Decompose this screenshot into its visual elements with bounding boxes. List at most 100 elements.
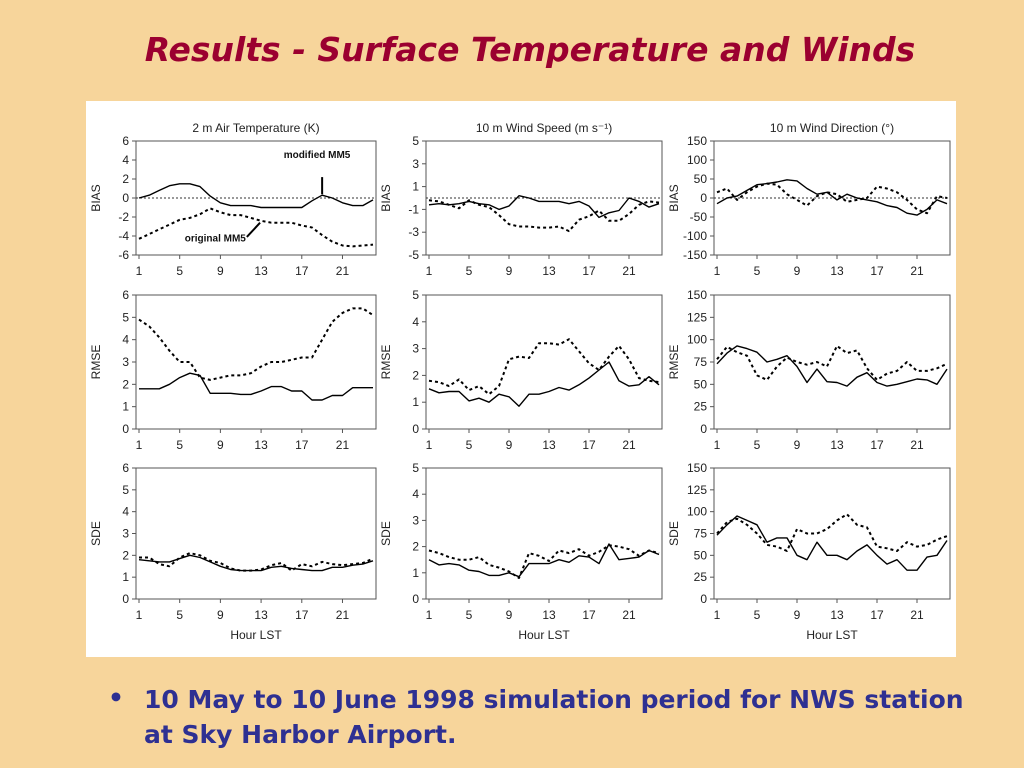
y-tick-label: 5 <box>412 134 419 148</box>
x-tick-label: 9 <box>217 438 224 452</box>
y-tick-label: 1 <box>122 570 129 584</box>
x-tick-label: 5 <box>466 264 473 278</box>
x-tick-label: 1 <box>426 438 433 452</box>
y-tick-label: 3 <box>412 513 419 527</box>
y-tick-label: 1 <box>412 180 419 194</box>
x-tick-label: 1 <box>714 608 721 622</box>
x-tick-label: 1 <box>136 608 143 622</box>
y-tick-label: 150 <box>687 134 707 148</box>
x-axis-label: Hour LST <box>230 628 282 642</box>
y-tick-label: 1 <box>412 566 419 580</box>
x-tick-label: 17 <box>582 608 596 622</box>
y-tick-label: 50 <box>694 548 708 562</box>
chart-title: 2 m Air Temperature (K) <box>192 121 319 135</box>
y-tick-label: 1 <box>122 400 129 414</box>
y-tick-label: 2 <box>122 548 129 562</box>
y-tick-label: 0 <box>700 592 707 606</box>
y-tick-label: 2 <box>122 377 129 391</box>
x-tick-label: 17 <box>870 264 884 278</box>
x-tick-label: 17 <box>870 438 884 452</box>
y-tick-label: 2 <box>412 368 419 382</box>
y-tick-label: -50 <box>690 210 708 224</box>
x-tick-label: 9 <box>794 438 801 452</box>
y-tick-label: 2 <box>122 172 129 186</box>
x-tick-label: 21 <box>336 608 350 622</box>
y-tick-label: -6 <box>118 248 129 262</box>
x-tick-label: 1 <box>426 608 433 622</box>
x-tick-label: 9 <box>794 264 801 278</box>
x-tick-label: 5 <box>754 608 761 622</box>
y-tick-label: -2 <box>118 210 129 224</box>
y-axis-label: SDE <box>89 521 103 546</box>
x-axis-label: Hour LST <box>806 628 858 642</box>
x-tick-label: 1 <box>136 264 143 278</box>
y-axis-label: RMSE <box>89 345 103 380</box>
y-tick-label: 6 <box>122 461 129 475</box>
x-axis-label: Hour LST <box>518 628 570 642</box>
x-tick-label: 21 <box>622 264 636 278</box>
x-tick-label: 17 <box>295 438 309 452</box>
x-tick-label: 1 <box>714 264 721 278</box>
y-tick-label: 25 <box>694 400 708 414</box>
y-tick-label: 150 <box>687 461 707 475</box>
x-tick-label: 9 <box>217 264 224 278</box>
y-tick-label: 125 <box>687 483 707 497</box>
y-tick-label: 6 <box>122 134 129 148</box>
x-tick-label: 17 <box>295 264 309 278</box>
series-line-original <box>139 552 374 572</box>
y-tick-label: -3 <box>408 225 419 239</box>
y-tick-label: 4 <box>122 505 129 519</box>
x-tick-label: 21 <box>910 608 924 622</box>
series-line-original <box>138 207 374 248</box>
y-axis-label: BIAS <box>89 184 103 211</box>
x-tick-label: 21 <box>622 438 636 452</box>
y-tick-label: 150 <box>687 288 707 302</box>
y-tick-label: 0 <box>122 592 129 606</box>
y-tick-label: -5 <box>408 248 419 262</box>
y-tick-label: 125 <box>687 310 707 324</box>
x-tick-label: 5 <box>754 438 761 452</box>
y-tick-label: -100 <box>683 229 707 243</box>
x-tick-label: 1 <box>136 438 143 452</box>
x-tick-label: 9 <box>794 608 801 622</box>
x-tick-label: 13 <box>830 608 844 622</box>
y-tick-label: 5 <box>412 461 419 475</box>
y-tick-label: 0 <box>122 422 129 436</box>
x-tick-label: 13 <box>830 438 844 452</box>
x-tick-label: 1 <box>714 438 721 452</box>
x-tick-label: 17 <box>870 608 884 622</box>
series-line-modified <box>138 183 374 209</box>
y-tick-label: 4 <box>412 487 419 501</box>
y-tick-label: -4 <box>118 229 129 243</box>
y-tick-label: 5 <box>122 483 129 497</box>
x-tick-label: 5 <box>176 438 183 452</box>
x-tick-label: 13 <box>542 438 556 452</box>
series-line-modified <box>139 372 373 401</box>
y-tick-label: 75 <box>694 527 708 541</box>
y-axis-label: RMSE <box>379 345 393 380</box>
series-line-original <box>716 182 948 215</box>
x-tick-label: 13 <box>830 264 844 278</box>
y-tick-label: 0 <box>700 191 707 205</box>
x-tick-label: 5 <box>466 608 473 622</box>
x-tick-label: 5 <box>176 264 183 278</box>
x-tick-label: 13 <box>542 264 556 278</box>
bullet-text: 10 May to 10 June 1998 simulation period… <box>144 685 964 749</box>
chart-title: 10 m Wind Direction (°) <box>770 121 894 135</box>
series-line-modified <box>716 179 948 216</box>
x-tick-label: 21 <box>622 608 636 622</box>
plot-frame-9 <box>713 467 951 600</box>
x-tick-label: 5 <box>176 608 183 622</box>
x-tick-label: 9 <box>217 608 224 622</box>
y-tick-label: 3 <box>412 342 419 356</box>
x-tick-label: 9 <box>506 608 513 622</box>
x-tick-label: 13 <box>254 438 268 452</box>
x-tick-label: 1 <box>426 264 433 278</box>
chart-title: 10 m Wind Speed (m s⁻¹) <box>476 121 612 135</box>
y-tick-label: 3 <box>412 157 419 171</box>
y-tick-label: 2 <box>412 540 419 554</box>
y-tick-label: 3 <box>122 527 129 541</box>
x-tick-label: 21 <box>336 438 350 452</box>
y-axis-label: BIAS <box>667 184 681 211</box>
